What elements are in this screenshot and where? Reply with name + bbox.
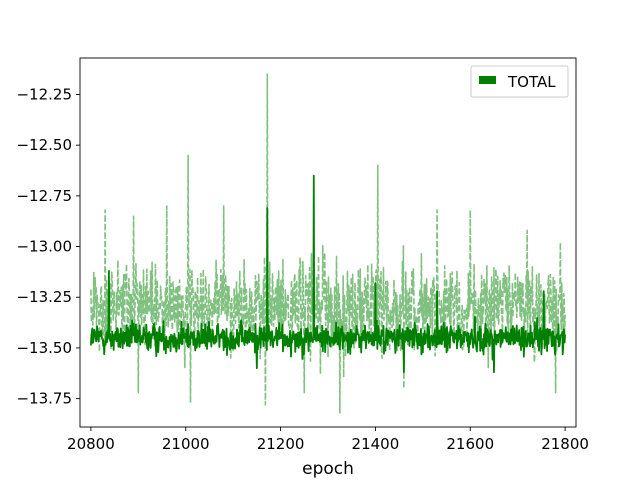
plot-frame — [79, 57, 577, 428]
legend-label-total: TOTAL — [507, 73, 556, 91]
y-tick-label: −13.75 — [16, 390, 72, 408]
y-tick-label: −13.50 — [16, 339, 72, 357]
x-tick-label: 21400 — [352, 435, 400, 453]
x-tick-label: 20800 — [67, 435, 115, 453]
series-layer — [90, 73, 566, 414]
total-series-line — [90, 174, 566, 374]
legend-swatch-total — [479, 76, 496, 84]
y-tick-label: −12.50 — [16, 136, 72, 154]
y-tick-label: −12.25 — [16, 85, 72, 103]
legend-box — [470, 65, 569, 98]
y-tick-label: −12.75 — [16, 187, 72, 205]
x-axis-ticks: 20800 21000 21200 21400 21600 21800 — [67, 427, 589, 453]
legend: TOTAL — [470, 65, 569, 98]
y-tick-label: −13.00 — [16, 238, 72, 256]
x-tick-label: 21800 — [541, 435, 589, 453]
x-tick-label: 21200 — [257, 435, 305, 453]
y-axis-ticks: −12.25 −12.50 −12.75 −13.00 −13.25 −13.50 −13.… — [16, 85, 80, 408]
y-tick-label: −13.25 — [16, 288, 72, 306]
x-tick-label: 21000 — [162, 435, 210, 453]
x-tick-label: 21600 — [446, 435, 494, 453]
x-axis-label: epoch — [302, 459, 354, 479]
